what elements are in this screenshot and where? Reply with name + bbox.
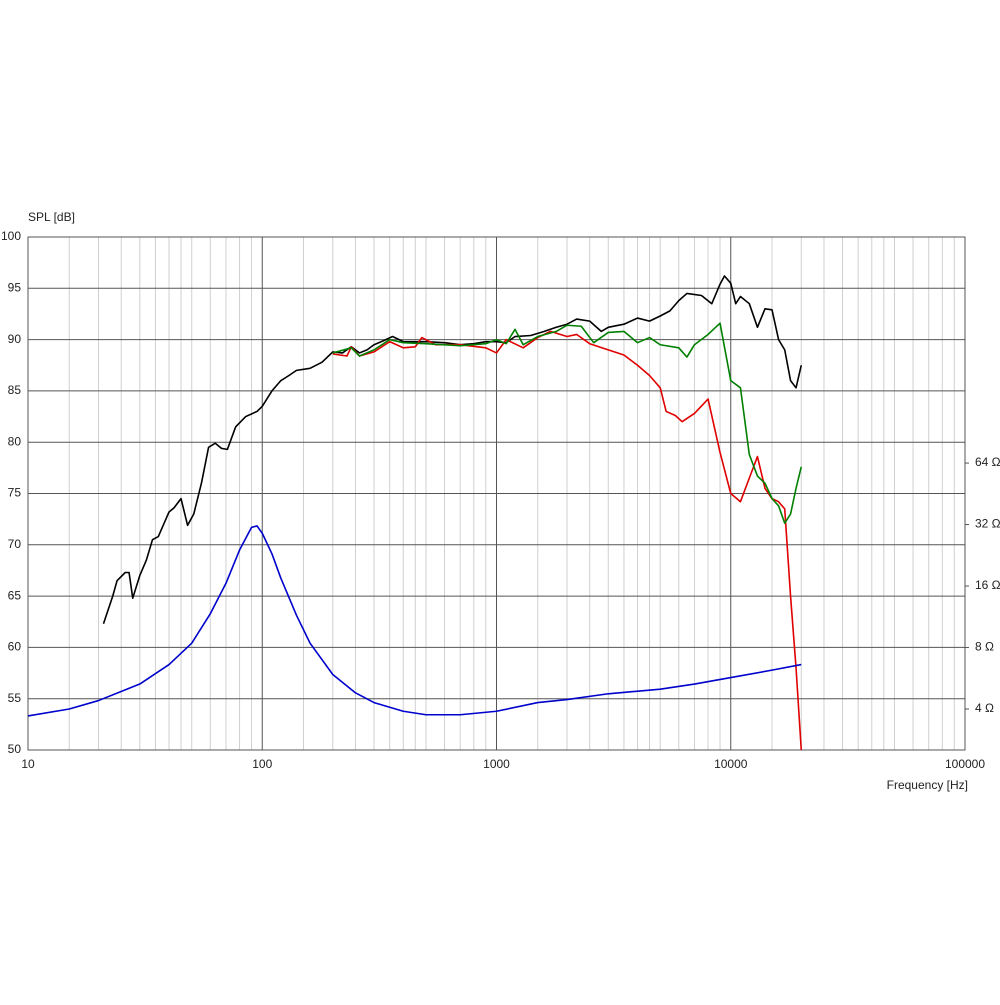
y2-tick-label: 4 Ω xyxy=(975,701,994,715)
y-tick-label: 65 xyxy=(8,588,22,602)
y-tick-label: 80 xyxy=(8,434,22,448)
y-tick-label: 50 xyxy=(8,742,22,756)
y-tick-label: 95 xyxy=(8,280,22,294)
y-axis-label: SPL [dB] xyxy=(28,210,75,224)
x-axis-label: Frequency [Hz] xyxy=(887,778,968,792)
y-tick-label: 85 xyxy=(8,383,22,397)
x-tick-label: 1000 xyxy=(483,757,510,771)
x-tick-label: 100 xyxy=(252,757,272,771)
y-tick-label: 70 xyxy=(8,537,22,551)
series-line xyxy=(27,525,802,717)
x-tick-label: 10000 xyxy=(714,757,748,771)
y-tick-label: 90 xyxy=(8,332,22,346)
x-tick-label: 10 xyxy=(21,757,35,771)
series-line xyxy=(332,330,803,751)
series-line xyxy=(102,275,803,625)
y2-tick-label: 8 Ω xyxy=(975,640,994,654)
y-tick-label: 60 xyxy=(8,640,22,654)
y2-tick-label: 32 Ω xyxy=(975,517,1000,531)
x-tick-label: 100000 xyxy=(945,757,985,771)
y2-tick-label: 16 Ω xyxy=(975,578,1000,592)
series-line xyxy=(332,322,803,525)
y-tick-label: 55 xyxy=(8,691,22,705)
y-tick-label: 100 xyxy=(1,229,21,243)
y-tick-label: 75 xyxy=(8,486,22,500)
y2-tick-label: 64 Ω xyxy=(975,455,1000,469)
